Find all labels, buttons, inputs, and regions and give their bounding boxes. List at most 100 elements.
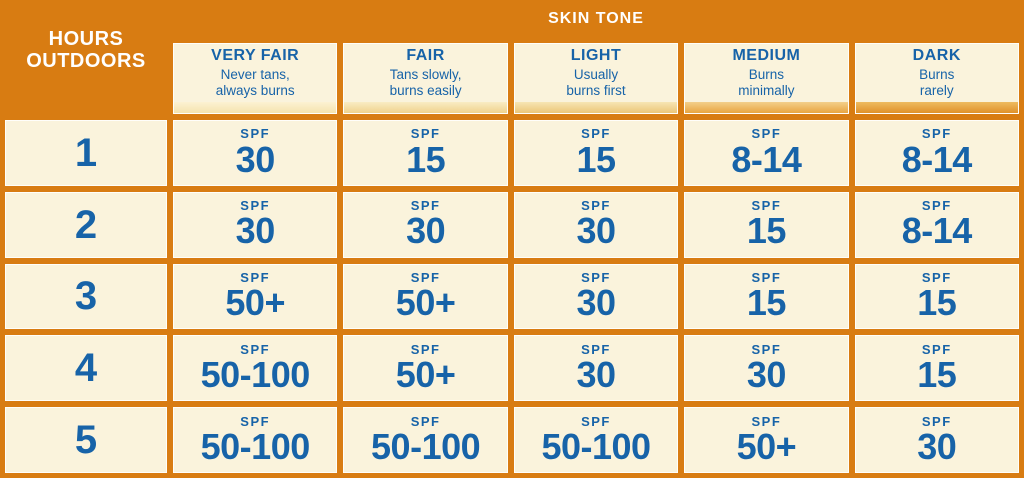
spf-value: 30 bbox=[746, 354, 787, 396]
spf-value: 30 bbox=[576, 354, 616, 396]
spf-label: SPF bbox=[410, 126, 441, 142]
spf-value: 30 bbox=[917, 425, 957, 467]
spf-cell: SPF 15 bbox=[684, 263, 849, 330]
spf-cell: SPF 50-100 bbox=[173, 335, 338, 402]
column-description: Burns minimally bbox=[738, 66, 795, 98]
spf-label: SPF bbox=[410, 269, 441, 285]
spf-label: SPF bbox=[921, 126, 952, 142]
spf-value: 8-14 bbox=[901, 210, 973, 252]
spf-cell: SPF 30 bbox=[173, 120, 338, 186]
spf-label: SPF bbox=[410, 341, 441, 357]
spf-value: 50+ bbox=[395, 354, 456, 396]
spf-cell: SPF 8-14 bbox=[854, 120, 1019, 186]
column-header-fair: FAIR Tans slowly, burns easily bbox=[343, 43, 508, 114]
spf-cell: SPF 30 bbox=[854, 407, 1019, 473]
spf-value: 50-100 bbox=[200, 425, 311, 467]
spf-cell: SPF 15 bbox=[343, 120, 508, 186]
spf-label: SPF bbox=[921, 341, 952, 357]
spf-label: SPF bbox=[581, 413, 611, 429]
hours-value: 5 bbox=[74, 418, 98, 463]
spf-value: 50-100 bbox=[541, 425, 651, 467]
spf-value: 15 bbox=[406, 138, 446, 180]
spf-label: SPF bbox=[240, 269, 271, 285]
spf-cell: SPF 8-14 bbox=[854, 191, 1019, 258]
hours-outdoors-label: HOURS OUTDOORS bbox=[26, 28, 146, 72]
skin-tone-swatch bbox=[685, 102, 848, 113]
spf-value: 30 bbox=[576, 210, 616, 252]
spf-value: 15 bbox=[746, 210, 787, 252]
spf-cell: SPF 30 bbox=[513, 335, 679, 402]
hours-cell-5: 5 bbox=[5, 407, 167, 473]
spf-value: 30 bbox=[406, 210, 446, 252]
spf-value: 30 bbox=[576, 282, 616, 324]
spf-value: 15 bbox=[917, 282, 957, 324]
spf-label: SPF bbox=[240, 413, 271, 429]
spf-cell: SPF 30 bbox=[343, 191, 508, 258]
spf-cell: SPF 50+ bbox=[684, 407, 849, 473]
spf-value: 50+ bbox=[225, 282, 285, 324]
column-header-very-fair: VERY FAIR Never tans, always burns bbox=[173, 43, 338, 114]
column-name: FAIR bbox=[406, 46, 445, 64]
spf-label: SPF bbox=[751, 341, 782, 357]
column-header-light: LIGHT Usually burns first bbox=[513, 43, 679, 114]
spf-label: SPF bbox=[921, 413, 952, 429]
spf-value: 30 bbox=[235, 210, 276, 252]
spf-cell: SPF 50-100 bbox=[173, 407, 338, 473]
spf-value: 30 bbox=[235, 138, 276, 180]
spf-cell: SPF 50+ bbox=[343, 263, 508, 330]
spf-cell: SPF 50+ bbox=[173, 263, 338, 330]
hours-cell-4: 4 bbox=[5, 335, 167, 402]
spf-label: SPF bbox=[751, 413, 782, 429]
spf-cell: SPF 50-100 bbox=[343, 407, 508, 473]
spf-cell: SPF 50-100 bbox=[513, 407, 679, 473]
spf-label: SPF bbox=[751, 198, 782, 214]
spf-value: 50-100 bbox=[200, 354, 311, 396]
spf-value: 50+ bbox=[395, 282, 456, 324]
column-name: MEDIUM bbox=[732, 46, 801, 64]
spf-cell: SPF 30 bbox=[513, 263, 679, 330]
column-name: VERY FAIR bbox=[211, 46, 300, 64]
skin-tone-title: SKIN TONE bbox=[548, 9, 644, 27]
column-header-medium: MEDIUM Burns minimally bbox=[684, 43, 849, 114]
spf-cell: SPF 15 bbox=[854, 335, 1019, 402]
spf-cell: SPF 50+ bbox=[343, 335, 508, 402]
hours-value: 4 bbox=[74, 346, 98, 391]
spf-label: SPF bbox=[410, 413, 441, 429]
hours-value: 3 bbox=[74, 274, 98, 319]
spf-cell: SPF 15 bbox=[684, 191, 849, 258]
spf-label: SPF bbox=[921, 198, 952, 214]
skin-tone-swatch bbox=[344, 102, 507, 113]
hours-cell-1: 1 bbox=[5, 120, 167, 186]
skin-tone-swatch bbox=[514, 102, 678, 113]
spf-cell: SPF 8-14 bbox=[684, 120, 849, 186]
spf-label: SPF bbox=[581, 126, 611, 142]
spf-value: 50+ bbox=[736, 425, 797, 467]
spf-label: SPF bbox=[581, 198, 611, 214]
spf-cell: SPF 30 bbox=[513, 191, 679, 258]
column-description: Usually burns first bbox=[566, 66, 626, 98]
column-header-dark: DARK Burns rarely bbox=[854, 43, 1019, 114]
spf-value: 15 bbox=[746, 282, 787, 324]
skin-tone-swatch bbox=[174, 102, 337, 113]
spf-cell: SPF 30 bbox=[173, 191, 338, 258]
spf-label: SPF bbox=[410, 198, 441, 214]
spf-value: 15 bbox=[576, 138, 616, 180]
spf-label: SPF bbox=[751, 269, 782, 285]
spf-label: SPF bbox=[240, 341, 271, 357]
hours-value: 2 bbox=[74, 202, 98, 247]
spf-cell: SPF 15 bbox=[854, 263, 1019, 330]
hours-cell-3: 3 bbox=[5, 263, 167, 330]
column-name: DARK bbox=[912, 46, 961, 64]
spf-cell: SPF 30 bbox=[684, 335, 849, 402]
column-description: Never tans, always burns bbox=[215, 66, 295, 98]
hours-value: 1 bbox=[74, 130, 98, 175]
spf-value: 15 bbox=[917, 354, 957, 396]
spf-cell: SPF 15 bbox=[513, 120, 679, 186]
hours-cell-2: 2 bbox=[5, 191, 167, 258]
spf-label: SPF bbox=[751, 126, 782, 142]
column-description: Tans slowly, burns easily bbox=[389, 66, 462, 98]
spf-value: 50-100 bbox=[371, 425, 481, 467]
skin-tone-swatch bbox=[855, 102, 1018, 113]
column-name: LIGHT bbox=[570, 46, 622, 64]
